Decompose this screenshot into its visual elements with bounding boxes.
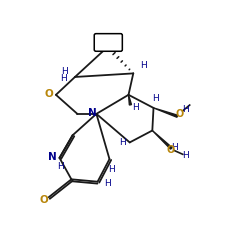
Text: H: H <box>182 105 189 114</box>
Text: O: O <box>166 144 174 155</box>
FancyBboxPatch shape <box>94 34 122 51</box>
Text: O: O <box>45 89 54 99</box>
Text: H: H <box>132 103 139 113</box>
Text: N: N <box>88 108 96 118</box>
Text: Abs: Abs <box>99 38 118 47</box>
Text: O: O <box>176 109 184 119</box>
Polygon shape <box>129 95 131 105</box>
Text: O: O <box>39 195 48 205</box>
Text: H: H <box>119 138 126 147</box>
Text: N: N <box>49 152 57 162</box>
Text: H: H <box>182 151 189 160</box>
Text: H: H <box>153 94 159 103</box>
Text: H: H <box>60 74 66 83</box>
Text: H: H <box>104 179 111 188</box>
Text: H: H <box>172 143 178 152</box>
Text: H: H <box>109 165 115 174</box>
Polygon shape <box>152 130 172 149</box>
Text: H: H <box>57 162 64 171</box>
Polygon shape <box>154 108 178 117</box>
Text: H: H <box>140 61 147 70</box>
Text: H: H <box>62 67 68 76</box>
